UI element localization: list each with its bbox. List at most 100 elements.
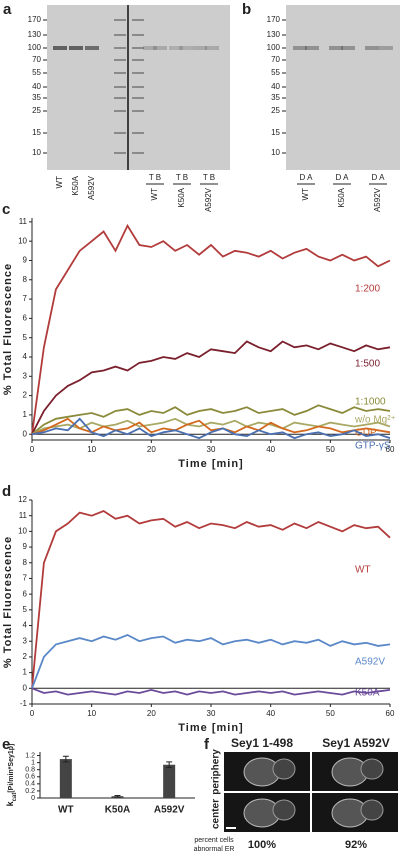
panel-label: d — [2, 483, 11, 500]
lane-group: T B — [203, 173, 215, 182]
ladder-band — [114, 110, 126, 112]
lane-group: D A — [300, 173, 314, 182]
y-tick-label: 1 — [31, 759, 35, 766]
protein-band — [193, 46, 207, 50]
y-tick-label: 10 — [18, 236, 27, 245]
percentage: 92% — [345, 839, 367, 851]
y-tick-label: 2 — [23, 391, 28, 400]
group-name: A592V — [204, 187, 213, 212]
ladder-band — [132, 152, 144, 154]
x-tick-label: WT — [58, 805, 74, 816]
series-line — [31, 687, 391, 696]
ladder-band — [114, 19, 126, 21]
series-label: GDP — [355, 428, 377, 439]
x-tick-label: 50 — [326, 445, 335, 454]
y-tick-label: 5 — [23, 333, 28, 342]
x-tick-label: 20 — [147, 445, 156, 454]
series-line — [31, 340, 391, 435]
x-tick-label: 60 — [386, 445, 395, 454]
protein-band — [179, 46, 193, 50]
footer-text: percent cells — [194, 837, 234, 844]
x-tick-label: 10 — [87, 709, 96, 718]
lane-label: A592V — [87, 175, 96, 200]
y-tick-label: 0.6 — [25, 774, 35, 781]
column-header: Sey1 1-498 — [231, 736, 293, 750]
column-header: Sey1 A592V — [322, 736, 390, 750]
cell — [272, 758, 296, 780]
protein-band — [143, 46, 157, 50]
ladder-band — [114, 132, 126, 134]
y-tick-label: 1.2 — [25, 752, 35, 759]
series-label: 1:1000 — [355, 397, 386, 408]
y-tick-label: 0 — [31, 795, 35, 802]
protein-band — [53, 46, 67, 50]
ladder-band — [132, 34, 144, 36]
row-header: center — [211, 799, 222, 829]
series-label: 1:200 — [355, 284, 380, 295]
x-tick-label: 0 — [30, 709, 35, 718]
ladder-band — [114, 72, 126, 74]
x-tick-label: 60 — [386, 709, 395, 718]
series-label: 1:500 — [355, 359, 380, 370]
y-label-sub: cat — [12, 793, 18, 802]
y-tick-label: 12 — [18, 495, 27, 504]
series-line — [31, 417, 391, 440]
y-tick-label: 0.8 — [25, 767, 35, 774]
x-tick-label: 50 — [326, 709, 335, 718]
marker-label: 25 — [32, 106, 41, 115]
x-tick-label: 10 — [87, 445, 96, 454]
ladder-band — [132, 72, 144, 74]
marker-label: 25 — [271, 106, 280, 115]
percentage: 100% — [248, 839, 276, 851]
x-tick-label: 30 — [207, 709, 216, 718]
protein-band — [329, 46, 343, 50]
y-tick-label: 4 — [23, 621, 28, 630]
footer-text: abnormal ER — [194, 846, 235, 853]
x-tick-label: 40 — [266, 709, 275, 718]
panel-label: a — [3, 1, 12, 18]
marker-label: 10 — [32, 148, 41, 157]
group-name: K50A — [337, 187, 346, 207]
series-label: K50A — [355, 688, 380, 699]
y-tick-label: 2 — [23, 652, 28, 661]
ladder-band — [132, 19, 144, 21]
protein-band — [305, 46, 319, 50]
lane-group: D A — [336, 173, 350, 182]
ladder-band — [132, 132, 144, 134]
y-tick-label: 0.2 — [25, 788, 35, 795]
ladder-band — [114, 34, 126, 36]
panel-label: b — [242, 1, 251, 18]
y-axis-label: kcat[Pi/min*Sey1p] — [5, 744, 17, 807]
lane-group: T B — [149, 173, 161, 182]
y-tick-label: 0 — [23, 683, 28, 692]
series-line — [31, 404, 391, 435]
group-name: A592V — [373, 187, 382, 212]
protein-band — [169, 46, 183, 50]
lane-group: D A — [372, 173, 386, 182]
protein-band — [85, 46, 99, 50]
y-tick-label: 7 — [23, 294, 28, 303]
cell — [360, 799, 384, 821]
series-label: w/o Mg²⁺ — [354, 415, 396, 426]
y-tick-label: 9 — [23, 256, 28, 265]
y-tick-label: 0.4 — [25, 781, 35, 788]
x-tick-label: A592V — [154, 805, 185, 816]
row-header: periphery — [211, 749, 222, 795]
x-axis-label: Time [min] — [178, 458, 243, 470]
y-tick-label: 3 — [23, 371, 28, 380]
ladder-band — [132, 47, 144, 49]
protein-band — [205, 46, 219, 50]
y-tick-label: 7 — [23, 574, 28, 583]
x-tick-label: 0 — [30, 445, 35, 454]
marker-label: 35 — [271, 93, 280, 102]
y-tick-label: 5 — [23, 605, 28, 614]
marker-label: 170 — [28, 15, 42, 24]
x-tick-label: 30 — [207, 445, 216, 454]
gel-image — [286, 5, 400, 170]
marker-label: 15 — [271, 128, 280, 137]
protein-band — [293, 46, 307, 50]
y-tick-label: 10 — [18, 526, 27, 535]
y-tick-label: 4 — [23, 352, 28, 361]
series-label: A592V — [355, 657, 385, 668]
